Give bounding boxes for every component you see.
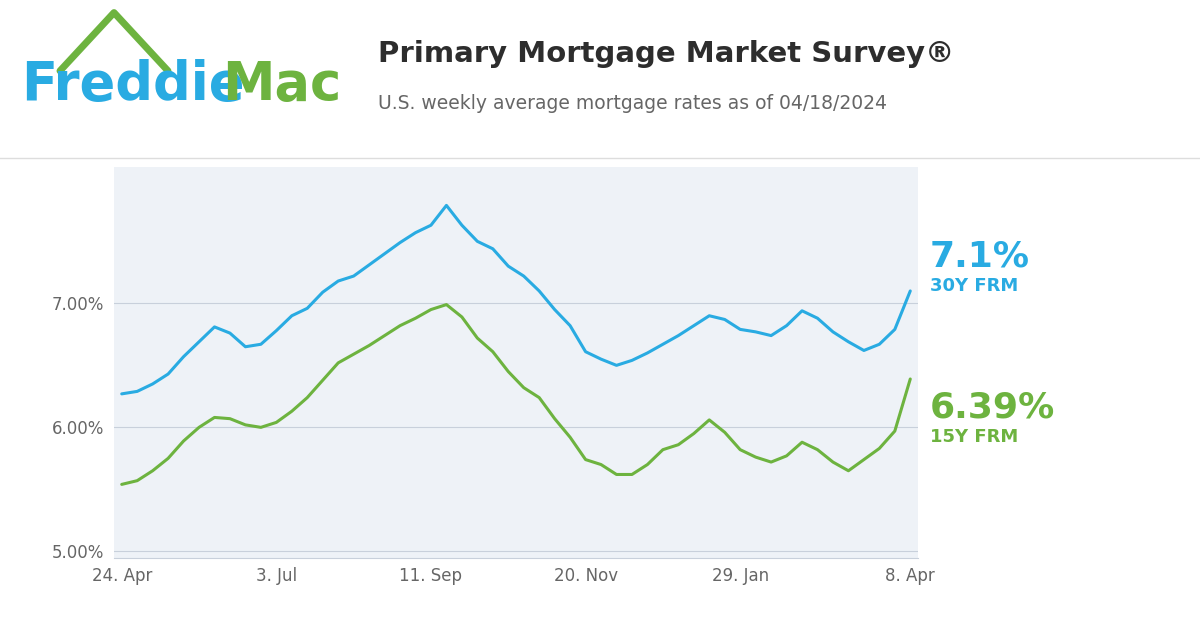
Text: 30Y FRM: 30Y FRM — [930, 277, 1019, 295]
Text: 15Y FRM: 15Y FRM — [930, 428, 1019, 446]
Text: U.S. weekly average mortgage rates as of 04/18/2024: U.S. weekly average mortgage rates as of… — [378, 94, 887, 113]
Text: Mac: Mac — [222, 59, 341, 111]
Text: Freddie: Freddie — [22, 59, 245, 111]
Text: Primary Mortgage Market Survey®: Primary Mortgage Market Survey® — [378, 40, 954, 67]
Text: 7.1%: 7.1% — [930, 239, 1030, 273]
Text: 6.39%: 6.39% — [930, 391, 1055, 425]
